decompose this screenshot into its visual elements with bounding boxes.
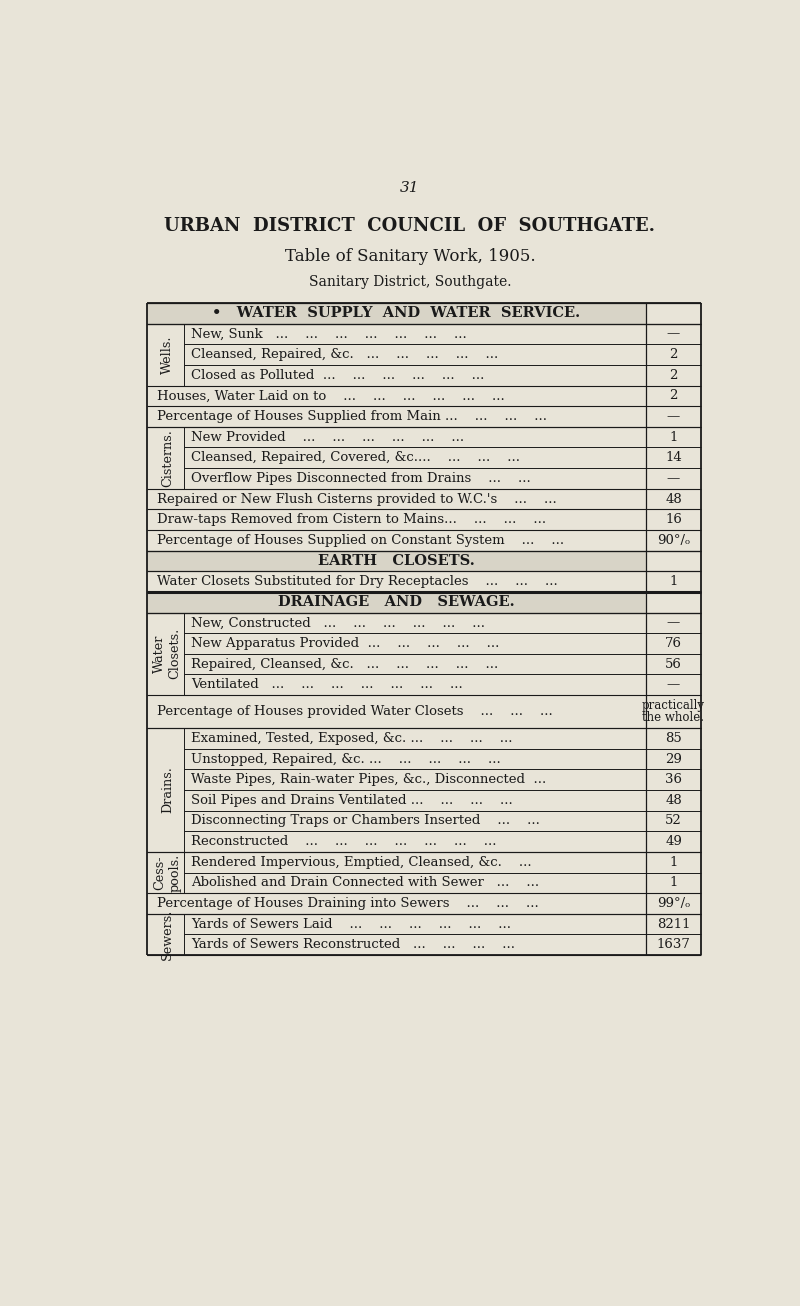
Text: •   WATER  SUPPLY  AND  WATER  SERVICE.: • WATER SUPPLY AND WATER SERVICE. bbox=[212, 307, 581, 320]
Text: Yards of Sewers Laid    ...    ...    ...    ...    ...    ...: Yards of Sewers Laid ... ... ... ... ...… bbox=[191, 918, 511, 931]
Text: EARTH   CLOSETS.: EARTH CLOSETS. bbox=[318, 554, 475, 568]
Text: New Provided    ...    ...    ...    ...    ...    ...: New Provided ... ... ... ... ... ... bbox=[191, 431, 465, 444]
Text: —: — bbox=[667, 471, 680, 485]
Text: Waste Pipes, Rain-water Pipes, &c., Disconnected  ...: Waste Pipes, Rain-water Pipes, &c., Disc… bbox=[191, 773, 546, 786]
Text: Cisterns.: Cisterns. bbox=[161, 428, 174, 487]
Text: Percentage of Houses Supplied on Constant System    ...    ...: Percentage of Houses Supplied on Constan… bbox=[157, 534, 564, 547]
Bar bbox=[146, 592, 646, 613]
Text: 56: 56 bbox=[665, 658, 682, 671]
Text: Abolished and Drain Connected with Sewer   ...    ...: Abolished and Drain Connected with Sewer… bbox=[191, 876, 539, 889]
Text: 99°/ₒ: 99°/ₒ bbox=[657, 897, 690, 910]
Text: Houses, Water Laid on to    ...    ...    ...    ...    ...    ...: Houses, Water Laid on to ... ... ... ...… bbox=[157, 389, 504, 402]
Text: 85: 85 bbox=[665, 731, 682, 744]
Text: Percentage of Houses provided Water Closets    ...    ...    ...: Percentage of Houses provided Water Clos… bbox=[157, 705, 552, 718]
Text: Sanitary District, Southgate.: Sanitary District, Southgate. bbox=[309, 276, 511, 290]
Text: 31: 31 bbox=[400, 182, 420, 196]
Text: 8211: 8211 bbox=[657, 918, 690, 931]
Text: Table of Sanitary Work, 1905.: Table of Sanitary Work, 1905. bbox=[285, 248, 535, 265]
Text: Water Closets Substituted for Dry Receptacles    ...    ...    ...: Water Closets Substituted for Dry Recept… bbox=[157, 575, 558, 588]
Text: 16: 16 bbox=[665, 513, 682, 526]
Text: 48: 48 bbox=[665, 492, 682, 505]
Text: 2: 2 bbox=[670, 349, 678, 362]
Text: 1: 1 bbox=[670, 876, 678, 889]
Text: Closed as Polluted  ...    ...    ...    ...    ...    ...: Closed as Polluted ... ... ... ... ... .… bbox=[191, 368, 485, 381]
Text: 29: 29 bbox=[665, 752, 682, 765]
Text: URBAN  DISTRICT  COUNCIL  OF  SOUTHGATE.: URBAN DISTRICT COUNCIL OF SOUTHGATE. bbox=[165, 217, 655, 235]
Text: 1: 1 bbox=[670, 855, 678, 868]
Text: 90°/ₒ: 90°/ₒ bbox=[657, 534, 690, 547]
Text: Ventilated   ...    ...    ...    ...    ...    ...    ...: Ventilated ... ... ... ... ... ... ... bbox=[191, 678, 463, 691]
Text: Cleansed, Repaired, Covered, &c....    ...    ...    ...: Cleansed, Repaired, Covered, &c.... ... … bbox=[191, 452, 521, 465]
Text: Unstopped, Repaired, &c. ...    ...    ...    ...    ...: Unstopped, Repaired, &c. ... ... ... ...… bbox=[191, 752, 501, 765]
Text: practically: practically bbox=[642, 699, 705, 712]
Text: 52: 52 bbox=[665, 815, 682, 828]
Text: Soil Pipes and Drains Ventilated ...    ...    ...    ...: Soil Pipes and Drains Ventilated ... ...… bbox=[191, 794, 514, 807]
Text: Percentage of Houses Draining into Sewers    ...    ...    ...: Percentage of Houses Draining into Sewer… bbox=[157, 897, 538, 910]
Text: 36: 36 bbox=[665, 773, 682, 786]
Text: Drains.: Drains. bbox=[161, 767, 174, 814]
Text: 1: 1 bbox=[670, 431, 678, 444]
Text: New, Constructed   ...    ...    ...    ...    ...    ...: New, Constructed ... ... ... ... ... ... bbox=[191, 616, 486, 629]
Text: Yards of Sewers Reconstructed   ...    ...    ...    ...: Yards of Sewers Reconstructed ... ... ..… bbox=[191, 938, 515, 951]
Text: Repaired or New Flush Cisterns provided to W.C.'s    ...    ...: Repaired or New Flush Cisterns provided … bbox=[157, 492, 556, 505]
Text: Water
Closets.: Water Closets. bbox=[154, 628, 182, 679]
Text: Sewers.: Sewers. bbox=[161, 909, 174, 960]
Text: 2: 2 bbox=[670, 368, 678, 381]
Text: Wells.: Wells. bbox=[161, 336, 174, 374]
Text: 48: 48 bbox=[665, 794, 682, 807]
Text: Rendered Impervious, Emptied, Cleansed, &c.    ...: Rendered Impervious, Emptied, Cleansed, … bbox=[191, 855, 532, 868]
Text: —: — bbox=[667, 616, 680, 629]
Text: DRAINAGE   AND   SEWAGE.: DRAINAGE AND SEWAGE. bbox=[278, 596, 514, 609]
Text: Overflow Pipes Disconnected from Drains    ...    ...: Overflow Pipes Disconnected from Drains … bbox=[191, 471, 531, 485]
Text: —: — bbox=[667, 410, 680, 423]
Bar bbox=[146, 303, 646, 324]
Text: 49: 49 bbox=[665, 835, 682, 848]
Text: —: — bbox=[667, 328, 680, 341]
Text: the whole.: the whole. bbox=[642, 710, 705, 724]
Text: Disconnecting Traps or Chambers Inserted    ...    ...: Disconnecting Traps or Chambers Inserted… bbox=[191, 815, 540, 828]
Text: Percentage of Houses Supplied from Main ...    ...    ...    ...: Percentage of Houses Supplied from Main … bbox=[157, 410, 546, 423]
Text: Repaired, Cleansed, &c.   ...    ...    ...    ...    ...: Repaired, Cleansed, &c. ... ... ... ... … bbox=[191, 658, 498, 671]
Text: Examined, Tested, Exposed, &c. ...    ...    ...    ...: Examined, Tested, Exposed, &c. ... ... .… bbox=[191, 731, 513, 744]
Text: New, Sunk   ...    ...    ...    ...    ...    ...    ...: New, Sunk ... ... ... ... ... ... ... bbox=[191, 328, 467, 341]
Text: 1: 1 bbox=[670, 575, 678, 588]
Text: Draw-taps Removed from Cistern to Mains...    ...    ...    ...: Draw-taps Removed from Cistern to Mains.… bbox=[157, 513, 546, 526]
Text: —: — bbox=[667, 678, 680, 691]
Text: 1637: 1637 bbox=[657, 938, 690, 951]
Text: Reconstructed    ...    ...    ...    ...    ...    ...    ...: Reconstructed ... ... ... ... ... ... ..… bbox=[191, 835, 497, 848]
Text: 76: 76 bbox=[665, 637, 682, 650]
Text: 2: 2 bbox=[670, 389, 678, 402]
Text: New Apparatus Provided  ...    ...    ...    ...    ...: New Apparatus Provided ... ... ... ... .… bbox=[191, 637, 500, 650]
Text: 14: 14 bbox=[665, 452, 682, 465]
Bar bbox=[146, 551, 646, 571]
Text: Cess-
pools.: Cess- pools. bbox=[154, 853, 182, 892]
Text: Cleansed, Repaired, &c.   ...    ...    ...    ...    ...: Cleansed, Repaired, &c. ... ... ... ... … bbox=[191, 349, 498, 362]
